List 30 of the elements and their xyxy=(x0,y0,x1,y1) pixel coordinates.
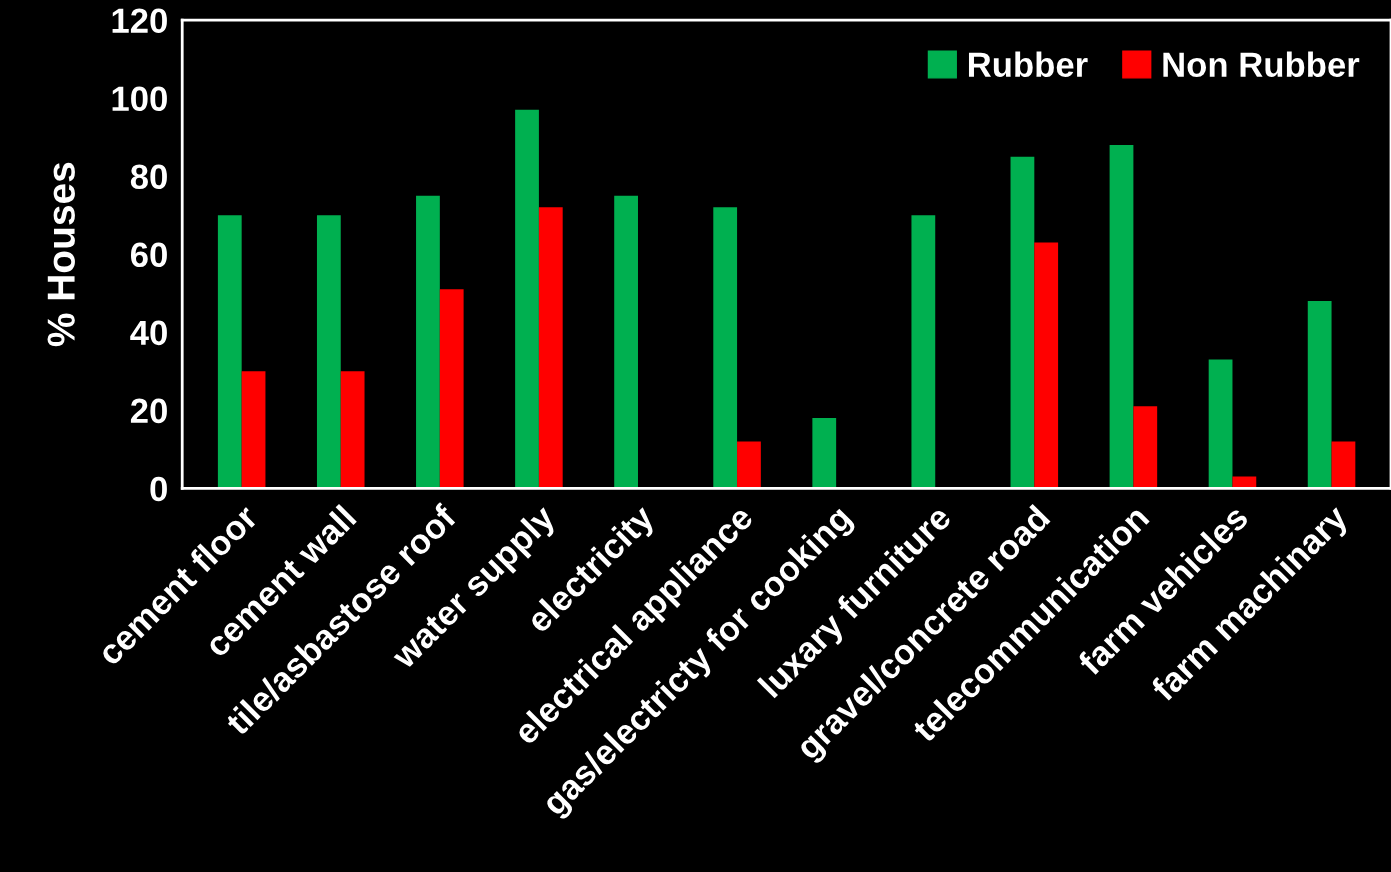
bar xyxy=(515,109,539,489)
bar xyxy=(316,215,341,489)
y-tick-label: 60 xyxy=(130,242,167,268)
bar xyxy=(614,195,638,489)
bar xyxy=(812,418,837,489)
bar xyxy=(1307,301,1332,489)
bar xyxy=(439,289,464,489)
y-tick-label: 0 xyxy=(150,476,167,502)
bar xyxy=(1133,406,1158,489)
y-tick-label: 100 xyxy=(112,86,167,112)
y-tick-label: 20 xyxy=(130,398,167,424)
y-tick-label: 80 xyxy=(130,164,167,190)
bar xyxy=(1208,359,1233,489)
y-tick-label: 120 xyxy=(112,8,167,33)
bar xyxy=(416,195,440,489)
bar xyxy=(911,215,936,489)
bar xyxy=(1109,144,1134,489)
y-axis-title: % Houses xyxy=(47,162,75,347)
bar xyxy=(737,441,761,489)
y-tick-label: 40 xyxy=(130,320,167,346)
legend-label: Rubber xyxy=(968,51,1088,77)
bar xyxy=(713,207,738,489)
bar xyxy=(217,215,242,489)
bar xyxy=(538,207,563,489)
bar xyxy=(1010,156,1035,489)
legend-label: Non Rubber xyxy=(1163,51,1360,77)
bar xyxy=(241,371,266,489)
bar xyxy=(340,371,365,489)
bar xyxy=(1331,441,1356,489)
bar xyxy=(1034,242,1059,489)
